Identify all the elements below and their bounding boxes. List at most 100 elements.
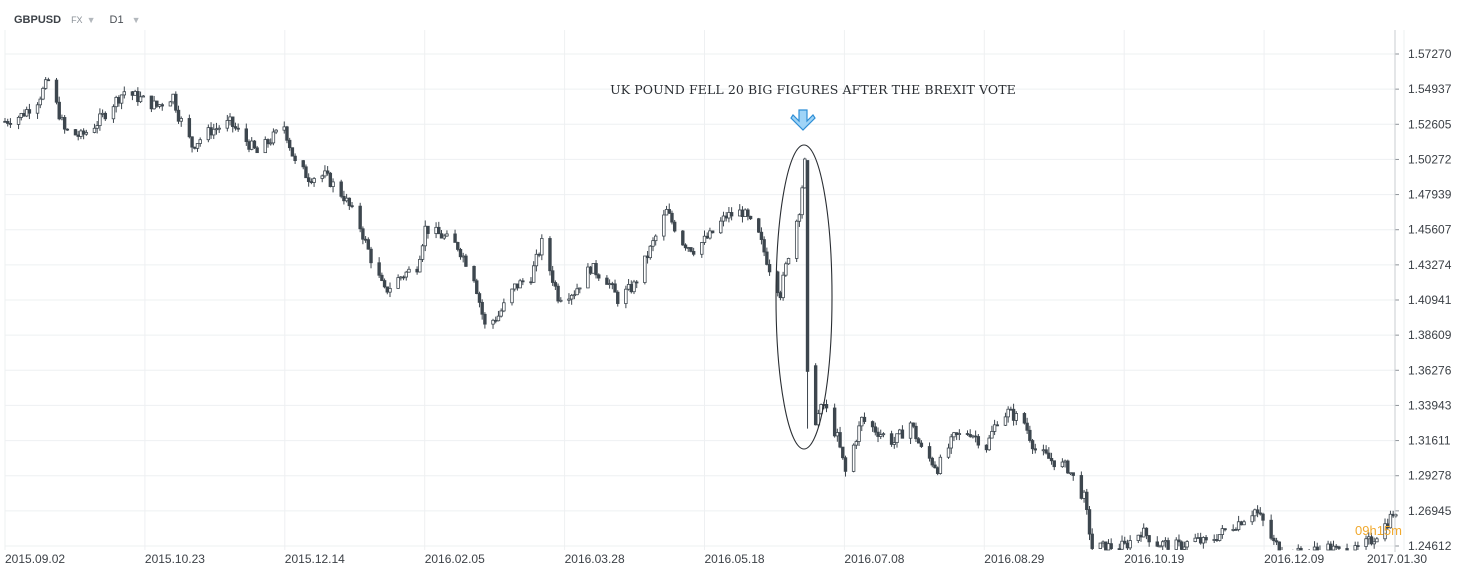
candle-body <box>1185 541 1189 548</box>
candle-body <box>1068 472 1073 475</box>
candle-body <box>136 91 140 103</box>
candle-body <box>62 117 67 130</box>
x-tick-label: 2016.10.19 <box>1124 552 1184 566</box>
candle-body <box>1353 545 1357 551</box>
candle-body <box>594 263 598 276</box>
candle-body <box>816 413 821 426</box>
market-label[interactable]: FX <box>71 15 83 25</box>
candle-body <box>1136 534 1140 541</box>
chart-grid <box>4 30 1405 550</box>
candle-body <box>19 113 23 118</box>
candle-body <box>648 245 652 259</box>
candle-body <box>838 432 842 448</box>
candle-body <box>1296 547 1300 551</box>
y-tick-label: 1.31611 <box>1408 434 1451 448</box>
candle-body <box>114 96 118 108</box>
candle-body <box>377 262 381 276</box>
candle-body <box>426 225 430 234</box>
candle-body <box>927 446 932 459</box>
candle-body <box>1166 540 1170 550</box>
candle-body <box>1182 546 1187 550</box>
candle-body <box>670 212 674 223</box>
candle-body <box>1179 541 1184 550</box>
x-tick-label: 2015.09.02 <box>5 552 65 566</box>
candle-body <box>263 139 267 154</box>
symbol-label[interactable]: GBPUSD <box>14 14 62 26</box>
candle-body <box>1155 541 1159 547</box>
candle-body <box>984 444 989 451</box>
candle-body <box>350 205 354 208</box>
candle-body <box>588 266 593 274</box>
candle-body <box>1193 537 1197 542</box>
y-tick-label: 1.29278 <box>1408 469 1452 483</box>
candle-body <box>206 127 211 141</box>
candle-body <box>274 129 278 133</box>
y-tick-label: 1.43274 <box>1408 258 1452 272</box>
candle-body <box>531 265 536 283</box>
candle-body <box>84 132 89 135</box>
candle-body <box>1120 540 1124 550</box>
chart-toolbar: GBPUSD FX ▼ D1 ▼ <box>14 12 154 28</box>
candle-body <box>569 294 574 300</box>
candle-body <box>800 187 804 216</box>
candle-body <box>157 104 162 107</box>
candle-body <box>992 424 997 432</box>
candle-body <box>624 288 628 304</box>
market-dropdown-icon[interactable]: ▼ <box>86 15 96 25</box>
x-tick-label: 2015.10.23 <box>145 552 205 566</box>
candle-body <box>513 283 517 290</box>
candle-body <box>1044 449 1048 454</box>
candle-body <box>1174 539 1178 550</box>
candle-body <box>176 109 181 122</box>
candle-body <box>437 226 441 235</box>
candle-body <box>586 266 590 289</box>
candle-body <box>117 96 121 104</box>
candle-body <box>862 416 867 422</box>
candle-body <box>423 225 427 247</box>
candle-body <box>193 146 197 149</box>
candle-body <box>738 209 742 217</box>
candle-body <box>1375 538 1379 543</box>
candle-body <box>1198 537 1203 544</box>
candle-body <box>1117 548 1122 550</box>
candle-body <box>686 247 690 249</box>
y-tick-label: 1.38609 <box>1408 328 1452 342</box>
candle-body <box>876 431 880 437</box>
candle-body <box>271 131 276 144</box>
candle-body <box>1217 534 1222 541</box>
timeframe-label[interactable]: D1 <box>109 14 124 26</box>
candle-body <box>765 251 769 265</box>
candle-body <box>81 130 86 135</box>
candle-body <box>1223 528 1227 531</box>
candle-body <box>472 265 476 282</box>
candle-body <box>534 253 539 267</box>
candle-body <box>130 91 135 96</box>
candle-body <box>100 112 105 115</box>
y-tick-label: 1.40941 <box>1408 293 1452 307</box>
candle-body <box>420 245 425 260</box>
candle-body <box>610 283 615 286</box>
candle-body <box>79 130 83 137</box>
candle-body <box>889 433 894 445</box>
candle-body <box>900 429 905 439</box>
candle-body <box>499 310 503 317</box>
timeframe-dropdown-icon[interactable]: ▼ <box>131 15 141 25</box>
candle-body <box>578 287 582 290</box>
candle-body <box>382 280 387 288</box>
candle-body <box>1098 542 1103 549</box>
y-tick-label: 1.26945 <box>1408 504 1452 518</box>
candle-body <box>629 284 633 293</box>
candle-body <box>1269 519 1273 539</box>
candle-body <box>16 116 21 125</box>
candle-body <box>781 274 785 299</box>
candle-body <box>537 253 541 256</box>
candle-body <box>22 113 26 117</box>
candle-body <box>325 170 330 174</box>
candle-body <box>304 166 308 179</box>
candle-body <box>160 104 164 107</box>
candle-body <box>743 209 747 217</box>
candle-body <box>3 120 7 123</box>
candle-body <box>550 270 555 283</box>
candle-body <box>380 274 384 281</box>
